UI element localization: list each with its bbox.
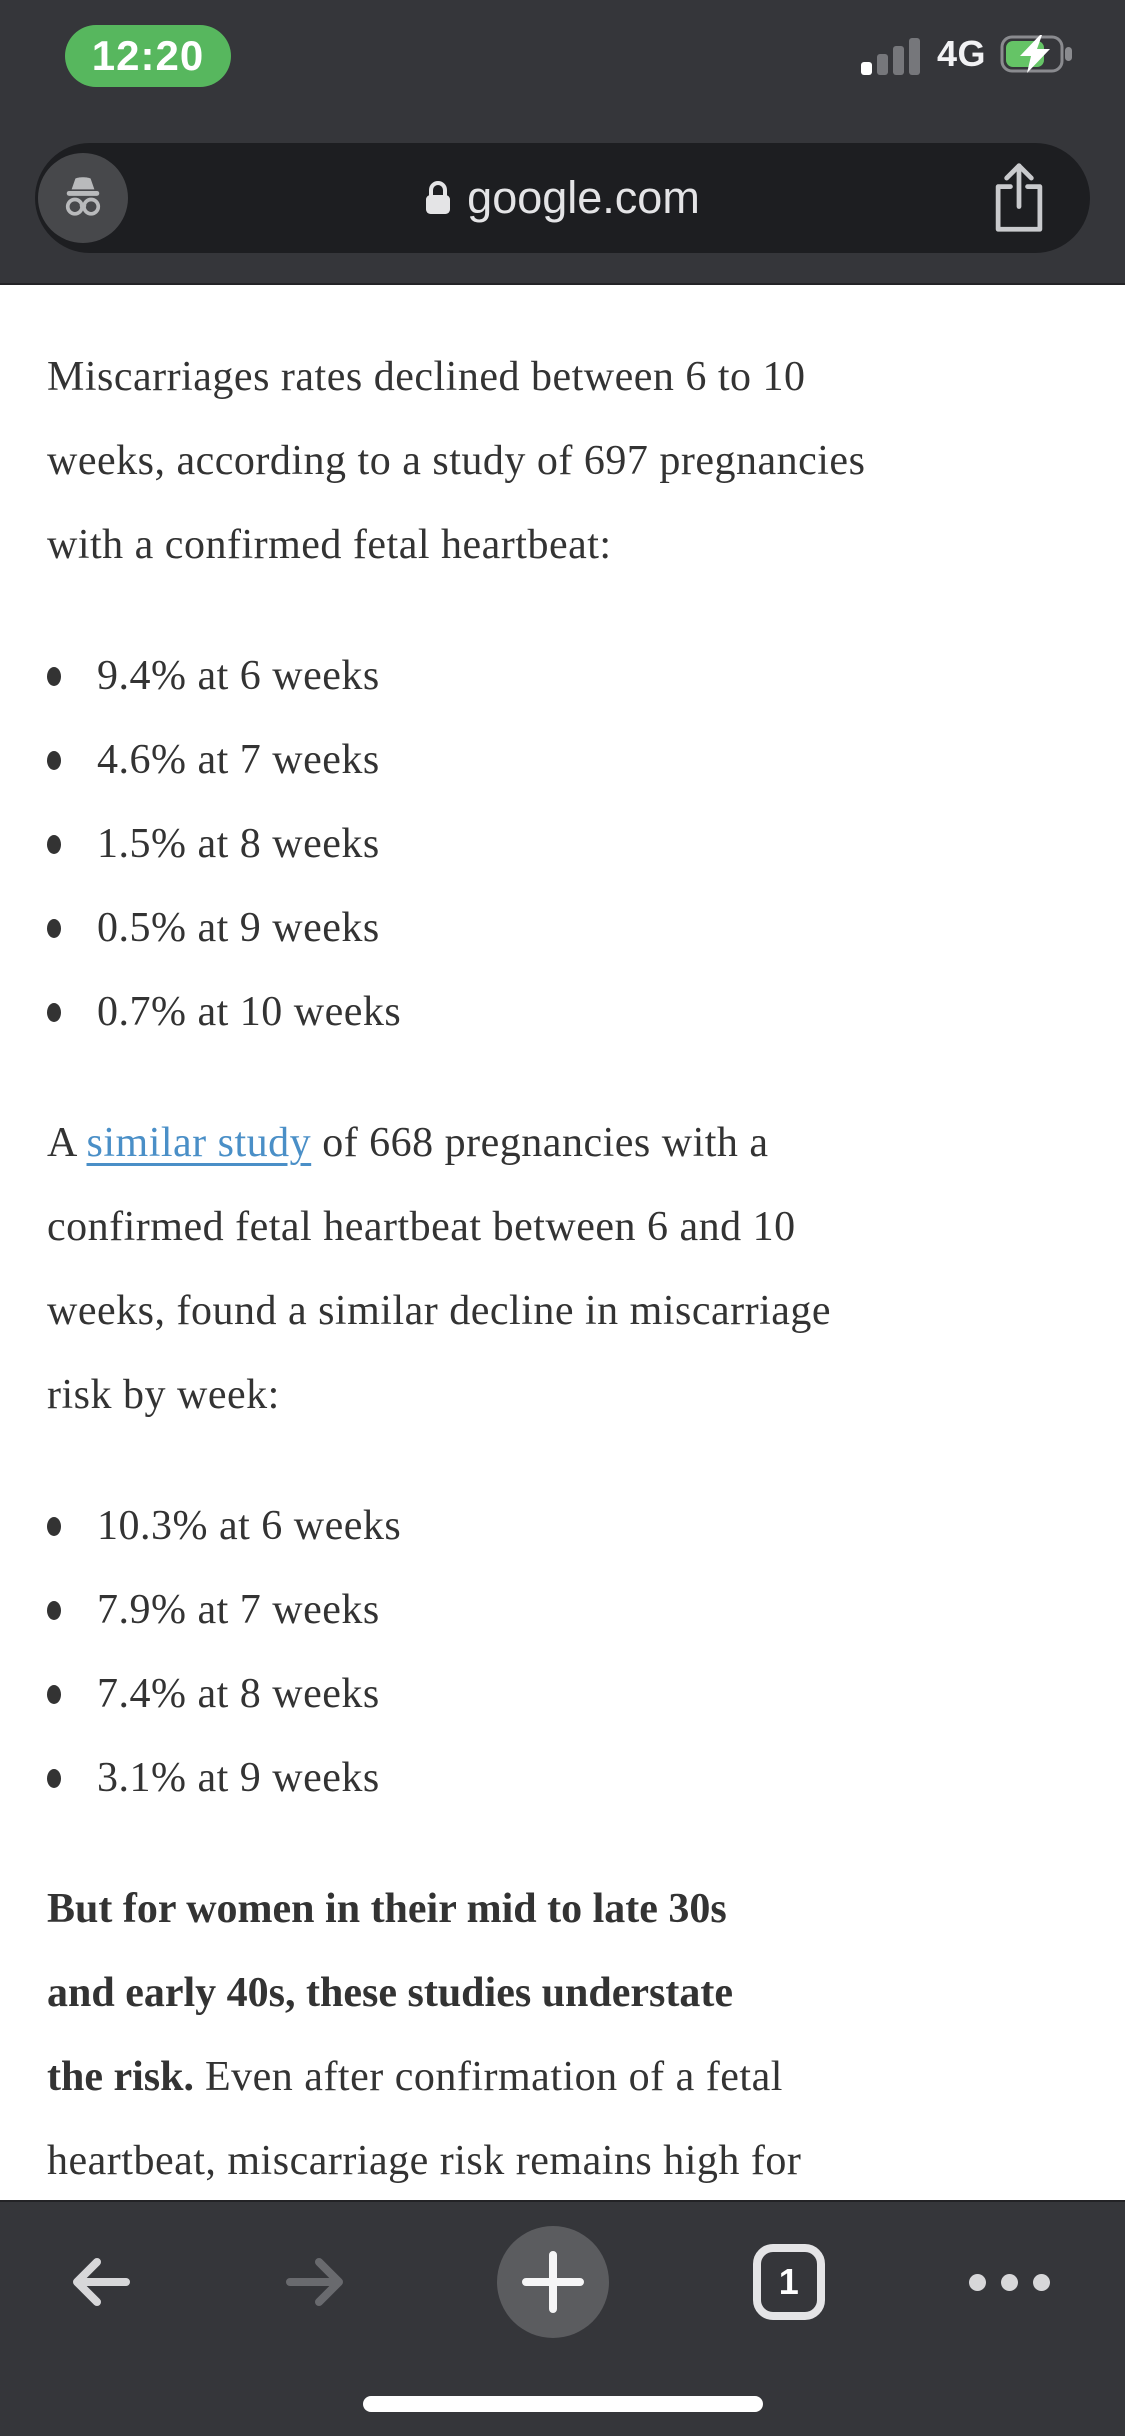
bullet-dot: [47, 1684, 61, 1704]
status-time-pill[interactable]: 12:20: [65, 25, 231, 87]
similar-study-link[interactable]: similar study: [86, 1120, 312, 1166]
incognito-icon: [38, 153, 128, 243]
paragraph-line: Miscarriages rates declined between 6 to…: [47, 354, 806, 400]
list-item-text: 0.7% at 10 weeks: [97, 989, 402, 1035]
url-domain-text: google.com: [467, 172, 700, 223]
tab-count: 1: [778, 2261, 799, 2302]
menu-button[interactable]: [969, 2273, 1050, 2291]
arrow-right-icon: [286, 2258, 344, 2306]
bullet-dot: [47, 918, 61, 938]
page-content: Miscarriages rates declined between 6 to…: [0, 287, 1125, 2200]
list-item-text: 10.3% at 6 weeks: [97, 1503, 402, 1549]
bullet-dot: [47, 1600, 61, 1620]
cellular-signal-icon: [860, 38, 920, 75]
paragraph-line: the risk. Even after confirmation of a f…: [47, 2035, 1085, 2119]
share-icon: [995, 163, 1043, 232]
bullet-dot: [47, 1768, 61, 1788]
forward-button[interactable]: [280, 2246, 352, 2318]
toolbar-buttons-row: 1: [0, 2224, 1125, 2340]
tab-switcher-button[interactable]: 1: [752, 2244, 825, 2320]
arrow-left-icon: [73, 2258, 130, 2306]
browser-chrome-top: 12:20 4G: [0, 0, 1125, 285]
bold-text: the risk.: [47, 2054, 194, 2100]
list-item: 1.5% at 8 weeks: [47, 802, 1085, 886]
tab-counter-box: 1: [752, 2244, 825, 2320]
paragraph-3: But for women in their mid to late 30s a…: [47, 1867, 1085, 2203]
list-item: 9.4% at 6 weeks: [47, 634, 1085, 718]
list-item: 7.9% at 7 weeks: [47, 1568, 1085, 1652]
plus-circle: [496, 2226, 609, 2338]
plus-icon: [521, 2251, 584, 2313]
status-time: 12:20: [91, 32, 205, 79]
list-item: 0.5% at 9 weeks: [47, 886, 1085, 970]
paragraph-1: Miscarriages rates declined between 6 to…: [47, 335, 1085, 587]
battery-charging-icon: [1000, 35, 1072, 73]
list-item: 3.1% at 9 weeks: [47, 1736, 1085, 1820]
bullet-dot: [47, 666, 61, 686]
home-indicator[interactable]: [362, 2396, 763, 2412]
new-tab-button[interactable]: [496, 2226, 609, 2338]
bold-text: But for women in their mid to late 30s: [47, 1886, 727, 1932]
list-item: 4.6% at 7 weeks: [47, 718, 1085, 802]
bullet-list-2: 10.3% at 6 weeks 7.9% at 7 weeks 7.4% at…: [47, 1484, 1085, 1820]
list-item-text: 0.5% at 9 weeks: [97, 905, 380, 951]
list-item: 7.4% at 8 weeks: [47, 1652, 1085, 1736]
list-item-text: 3.1% at 9 weeks: [97, 1755, 380, 1801]
bold-text: and early 40s, these studies understate: [47, 1970, 734, 2016]
back-button[interactable]: [64, 2246, 136, 2318]
list-item-text: 7.4% at 8 weeks: [97, 1671, 380, 1717]
paragraph-line: weeks, found a similar decline in miscar…: [47, 1288, 832, 1334]
bullet-list-1: 9.4% at 6 weeks 4.6% at 7 weeks 1.5% at …: [47, 634, 1085, 1054]
paragraph-line: risk by week:: [47, 1372, 280, 1418]
bullet-dot: [47, 750, 61, 770]
list-item-text: 1.5% at 8 weeks: [97, 821, 380, 867]
bullet-dot: [47, 1002, 61, 1022]
bullet-dot: [47, 1516, 61, 1536]
browser-toolbar: 1: [0, 2200, 1125, 2436]
url-bar[interactable]: google.com: [35, 143, 1090, 253]
paragraph-line: weeks, according to a study of 697 pregn…: [47, 438, 866, 484]
paragraph-line: and early 40s, these studies understate: [47, 1951, 1085, 2035]
network-type-label: 4G: [936, 33, 986, 74]
lock-icon: [426, 181, 451, 214]
share-button[interactable]: [990, 161, 1048, 235]
paragraph-text: Even after confirmation of a fetal: [194, 2054, 783, 2100]
paragraph-line: But for women in their mid to late 30s: [47, 1867, 1085, 1951]
paragraph-line: heartbeat, miscarriage risk remains high…: [47, 2138, 802, 2184]
three-dots-icon: [969, 2273, 1050, 2291]
url-display: google.com: [35, 143, 1090, 253]
paragraph-text: of 668 pregnancies with a: [311, 1120, 769, 1166]
list-item-text: 9.4% at 6 weeks: [97, 653, 380, 699]
list-item-text: 7.9% at 7 weeks: [97, 1587, 380, 1633]
list-item-text: 4.6% at 7 weeks: [97, 737, 380, 783]
bullet-dot: [47, 834, 61, 854]
list-item: 10.3% at 6 weeks: [47, 1484, 1085, 1568]
paragraph-line: A similar study of 668 pregnancies with …: [47, 1101, 1085, 1185]
status-bar-right: 4G: [860, 26, 1078, 82]
paragraph-text: A: [47, 1120, 87, 1166]
list-item: 0.7% at 10 weeks: [47, 970, 1085, 1054]
paragraph-line: with a confirmed fetal heartbeat:: [47, 522, 612, 568]
paragraph-2: A similar study of 668 pregnancies with …: [47, 1101, 1085, 1437]
paragraph-line: confirmed fetal heartbeat between 6 and …: [47, 1204, 796, 1250]
